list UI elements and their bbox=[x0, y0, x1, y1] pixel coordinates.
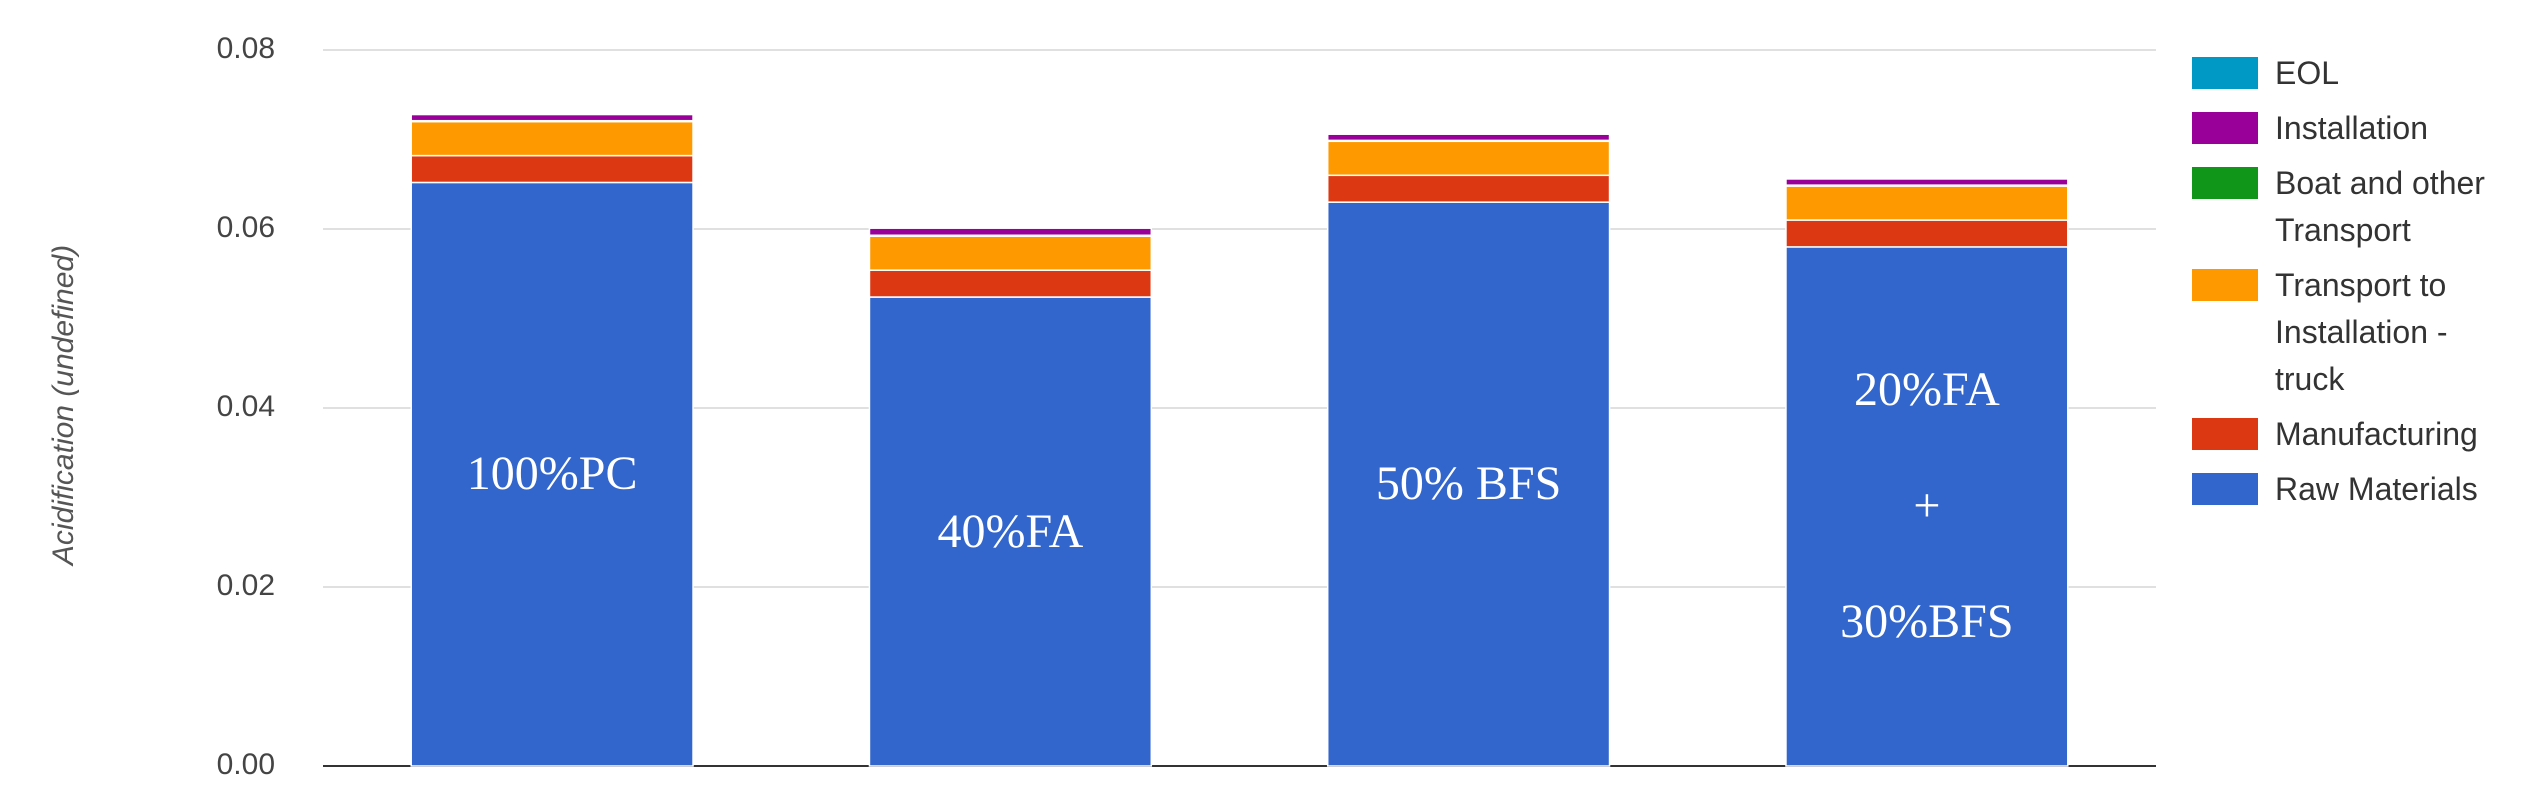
category-label: 100%PC bbox=[466, 447, 638, 501]
category-label: 20%FA + 30%BFS bbox=[1840, 363, 2014, 649]
legend-entry: Installation bbox=[2192, 105, 2527, 152]
y-tick-label: 0.00 bbox=[217, 748, 275, 781]
bar-segment bbox=[410, 120, 694, 157]
y-axis-title: Acidification (undefined) bbox=[47, 245, 80, 567]
bar-segment bbox=[410, 113, 694, 122]
bar-segment bbox=[1785, 185, 2069, 221]
bar-segment bbox=[868, 269, 1153, 298]
bar-segment bbox=[868, 296, 1153, 767]
y-tick-label: 0.04 bbox=[217, 390, 275, 423]
bar-segment bbox=[868, 235, 1153, 271]
bar-segment bbox=[1326, 132, 1611, 135]
y-tick-label: 0.06 bbox=[217, 211, 275, 244]
bar-segment bbox=[410, 154, 694, 184]
bar-segment bbox=[1785, 177, 2069, 180]
legend-entry: Manufacturing bbox=[2192, 411, 2527, 458]
legend-swatch bbox=[2192, 269, 2258, 301]
legend: EOL Installation Boat and other Transport T… bbox=[2192, 50, 2527, 521]
bar-segment bbox=[1785, 178, 2069, 186]
legend-entry: Boat and other Transport bbox=[2192, 160, 2527, 254]
bar-segment bbox=[1326, 174, 1611, 203]
bar-segment bbox=[1326, 140, 1611, 177]
legend-label: Transport to Installation - truck bbox=[2275, 267, 2448, 397]
legend-label: Manufacturing bbox=[2275, 416, 2478, 452]
bar-segment bbox=[1785, 219, 2069, 248]
legend-entry: Raw Materials bbox=[2192, 466, 2527, 513]
legend-label: Installation bbox=[2275, 110, 2428, 146]
bar-segment bbox=[868, 227, 1153, 237]
category-label: 50% BFS bbox=[1375, 457, 1562, 511]
bar-segment bbox=[868, 226, 1153, 229]
legend-swatch bbox=[2192, 473, 2258, 505]
bar-segment bbox=[410, 181, 694, 767]
bar-segment bbox=[410, 112, 694, 116]
bar-segment bbox=[1326, 133, 1611, 142]
legend-label: Raw Materials bbox=[2275, 471, 2478, 507]
legend-label: Boat and other Transport bbox=[2275, 165, 2485, 248]
legend-label: EOL bbox=[2275, 55, 2340, 91]
bar-segment bbox=[1785, 246, 2069, 767]
legend-swatch bbox=[2192, 112, 2258, 144]
legend-swatch bbox=[2192, 418, 2258, 450]
category-label: 40%FA bbox=[937, 504, 1084, 558]
y-tick-label: 0.02 bbox=[217, 569, 275, 602]
legend-entry: Transport to Installation - truck bbox=[2192, 262, 2527, 403]
legend-entry: EOL bbox=[2192, 50, 2527, 97]
legend-swatch bbox=[2192, 167, 2258, 199]
y-tick-label: 0.08 bbox=[217, 32, 275, 65]
legend-swatch bbox=[2192, 57, 2258, 89]
bar-segment bbox=[1326, 201, 1611, 767]
